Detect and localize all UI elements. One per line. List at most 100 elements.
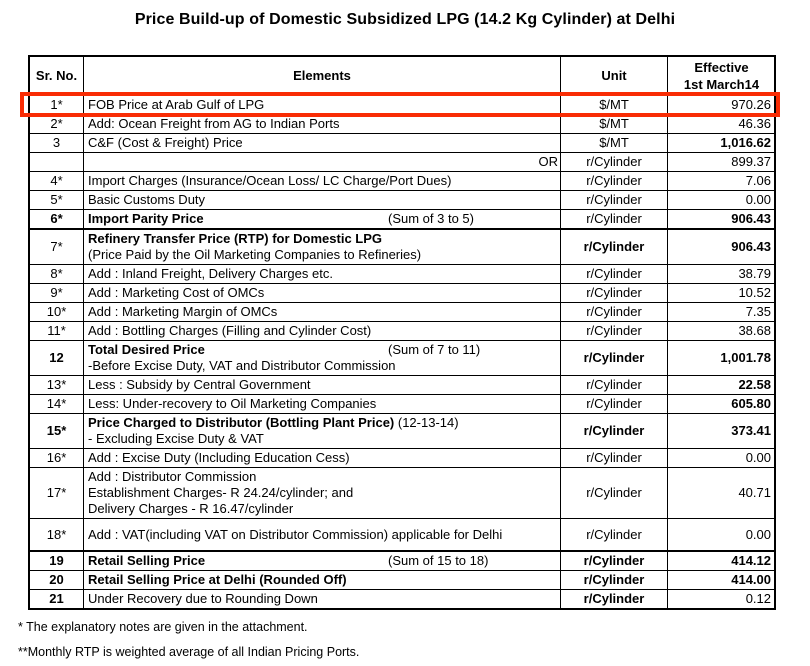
pricing-table: Sr. No. Elements Unit Effective 1st Marc… xyxy=(20,55,780,610)
element-line: - Excluding Excise Duty & VAT xyxy=(88,431,556,447)
element-line: Retail Selling Price xyxy=(88,553,556,569)
element-text: Retail Selling Price xyxy=(88,553,206,568)
element-line: Add : VAT(including VAT on Distributor C… xyxy=(88,527,556,543)
unit-cell: r/Cylinder xyxy=(560,322,668,340)
value-cell: 899.37 xyxy=(731,154,771,169)
element-line: Basic Customs Duty xyxy=(88,192,556,208)
unit-cell: r/Cylinder xyxy=(560,265,668,283)
element-text: Price Charged to Distributor (Bottling P… xyxy=(88,415,395,430)
value-cell: 414.00 xyxy=(731,572,771,587)
sr-no-cell: 2* xyxy=(30,115,84,133)
element-text: Delivery Charges - R 16.47/cylinder xyxy=(88,501,294,516)
unit-cell: r/Cylinder xyxy=(560,153,668,171)
unit-cell: r/Cylinder xyxy=(560,341,668,375)
value-cell: 1,001.78 xyxy=(720,350,771,365)
value-cell: 46.36 xyxy=(738,116,771,131)
element-text: Add : Inland Freight, Delivery Charges e… xyxy=(88,266,333,281)
element-line: Less : Subsidy by Central Government xyxy=(88,377,556,393)
sum-note: (Sum of 3 to 5) xyxy=(388,211,474,226)
element-text: Less: Under-recovery to Oil Marketing Co… xyxy=(88,396,377,411)
sum-note: (Sum of 7 to 11) xyxy=(388,342,481,357)
value-cell: 38.79 xyxy=(738,266,771,281)
value-cell: 906.43 xyxy=(731,211,771,226)
elements-cell: Add : Marketing Margin of OMCs xyxy=(84,303,560,321)
unit-cell: r/Cylinder xyxy=(560,172,668,190)
elements-cell: Import Parity Price (Sum of 3 to 5) xyxy=(84,210,560,228)
sr-no-cell: 11* xyxy=(30,322,84,340)
elements-cell: Basic Customs Duty xyxy=(84,191,560,209)
table-row: 18* Add : VAT(including VAT on Distributo… xyxy=(30,518,774,550)
unit-cell: r/Cylinder xyxy=(560,571,668,589)
element-line: Add : Marketing Margin of OMCs xyxy=(88,304,556,320)
sr-no-cell: 9* xyxy=(30,284,84,302)
element-line: C&F (Cost & Freight) Price xyxy=(88,135,556,151)
element-text: Add : Marketing Cost of OMCs xyxy=(88,285,265,300)
value-cell: 7.06 xyxy=(745,173,771,188)
element-line: Import Parity Price xyxy=(88,211,556,227)
element-line: Under Recovery due to Rounding Down xyxy=(88,591,556,607)
value-cell: 22.58 xyxy=(738,377,771,392)
element-line: Delivery Charges - R 16.47/cylinder xyxy=(88,501,556,517)
sr-no-cell: 6* xyxy=(30,210,84,228)
element-line: Add : Excise Duty (Including Education C… xyxy=(88,450,556,466)
table-row: 7* Refinery Transfer Price (RTP) for Dome… xyxy=(30,228,774,264)
element-line: Less: Under-recovery to Oil Marketing Co… xyxy=(88,396,556,412)
element-line: Price Charged to Distributor (Bottling P… xyxy=(88,415,556,431)
header-sr-no: Sr. No. xyxy=(30,57,84,94)
element-text: Refinery Transfer Price (RTP) for Domest… xyxy=(88,231,383,246)
table-row: 17* Add : Distributor Commission Establish… xyxy=(30,467,774,518)
element-line: Add : Distributor Commission xyxy=(88,469,556,485)
table-row: 4* Import Charges (Insurance/Ocean Loss/ … xyxy=(30,171,774,190)
elements-cell: Add : Marketing Cost of OMCs xyxy=(84,284,560,302)
footnote-explanatory: * The explanatory notes are given in the… xyxy=(18,620,308,634)
sr-no-cell: 17* xyxy=(30,468,84,518)
element-text: Add : VAT(including VAT on Distributor C… xyxy=(88,527,503,542)
element-line: -Before Excise Duty, VAT and Distributor… xyxy=(88,358,556,374)
value-cell: 0.00 xyxy=(745,192,771,207)
element-text: Add : Marketing Margin of OMCs xyxy=(88,304,278,319)
element-text: Basic Customs Duty xyxy=(88,192,206,207)
element-text: Add: Ocean Freight from AG to Indian Por… xyxy=(88,116,340,131)
unit-cell: $/MT xyxy=(560,134,668,152)
sr-no-cell: 15* xyxy=(30,414,84,448)
elements-cell: Add : Inland Freight, Delivery Charges e… xyxy=(84,265,560,283)
element-text: -Before Excise Duty, VAT and Distributor… xyxy=(88,358,396,373)
elements-cell: Import Charges (Insurance/Ocean Loss/ LC… xyxy=(84,172,560,190)
unit-cell: r/Cylinder xyxy=(560,468,668,518)
table-row: 12 Total Desired Price -Before Excise Duty… xyxy=(30,340,774,375)
unit-cell: r/Cylinder xyxy=(560,414,668,448)
unit-cell: r/Cylinder xyxy=(560,449,668,467)
table-row: 5* Basic Customs Duty r/Cylinder 0.00 xyxy=(30,190,774,209)
table-row: 6* Import Parity Price (Sum of 3 to 5) r/Cy… xyxy=(30,209,774,228)
sr-no-cell: 20 xyxy=(30,571,84,589)
value-cell: 970.26 xyxy=(731,97,771,112)
sr-no-cell: 8* xyxy=(30,265,84,283)
element-line: Establishment Charges- R 24.24/cylinder;… xyxy=(88,485,556,501)
unit-cell: $/MT xyxy=(560,115,668,133)
unit-cell: r/Cylinder xyxy=(560,230,668,264)
value-cell: 605.80 xyxy=(731,396,771,411)
table-row: 15* Price Charged to Distributor (Bottlin… xyxy=(30,413,774,448)
elements-cell: OR xyxy=(84,153,560,171)
elements-cell: Under Recovery due to Rounding Down xyxy=(84,590,560,608)
element-text: Import Charges (Insurance/Ocean Loss/ LC… xyxy=(88,173,452,188)
element-text: - Excluding Excise Duty & VAT xyxy=(88,431,264,446)
elements-cell: Add: Ocean Freight from AG to Indian Por… xyxy=(84,115,560,133)
element-text: Add : Excise Duty (Including Education C… xyxy=(88,450,350,465)
table-row: 9* Add : Marketing Cost of OMCs r/Cylinder… xyxy=(30,283,774,302)
value-cell: 40.71 xyxy=(738,485,771,500)
sr-no-cell: 12 xyxy=(30,341,84,375)
elements-cell: Refinery Transfer Price (RTP) for Domest… xyxy=(84,230,560,264)
value-cell: 1,016.62 xyxy=(720,135,771,150)
element-text: Total Desired Price xyxy=(88,342,205,357)
element-text: Under Recovery due to Rounding Down xyxy=(88,591,318,606)
elements-cell: Total Desired Price -Before Excise Duty, … xyxy=(84,341,560,375)
table-row: 16* Add : Excise Duty (Including Educatio… xyxy=(30,448,774,467)
elements-cell: Retail Selling Price at Delhi (Rounded O… xyxy=(84,571,560,589)
unit-cell: $/MT xyxy=(560,96,668,114)
sr-no-cell: 5* xyxy=(30,191,84,209)
table-row: 2* Add: Ocean Freight from AG to Indian P… xyxy=(30,114,774,133)
page-title: Price Build-up of Domestic Subsidized LP… xyxy=(134,11,676,28)
element-text: Less : Subsidy by Central Government xyxy=(88,377,311,392)
unit-cell: r/Cylinder xyxy=(560,376,668,394)
